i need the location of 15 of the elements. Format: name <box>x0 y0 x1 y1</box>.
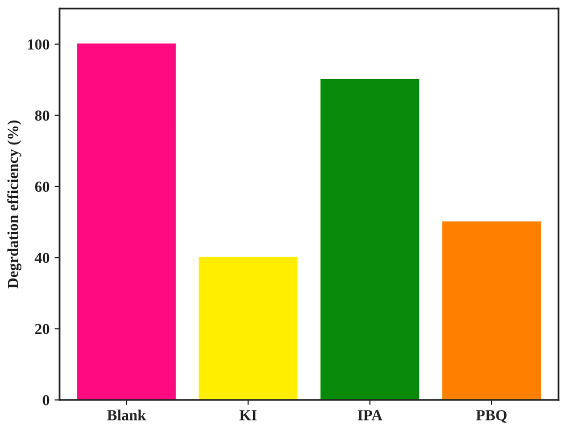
y-tick-label: 40 <box>34 252 50 264</box>
bar <box>320 79 420 400</box>
x-tick-label: PBQ <box>476 410 507 423</box>
x-tick-label: Blank <box>107 410 146 420</box>
x-tick-label: KI <box>240 410 257 420</box>
y-tick-label: 80 <box>35 110 50 121</box>
y-axis-title: Degrdation efficiency (%) <box>7 120 22 288</box>
bar <box>77 43 176 400</box>
y-tick-label: 60 <box>35 182 50 192</box>
y-tick-label: 0 <box>42 395 50 406</box>
x-tick-label: IPA <box>358 410 382 420</box>
y-tick-label: 100 <box>28 39 50 50</box>
bar <box>442 221 541 400</box>
bar <box>198 256 298 400</box>
y-tick-label: 20 <box>35 324 50 334</box>
